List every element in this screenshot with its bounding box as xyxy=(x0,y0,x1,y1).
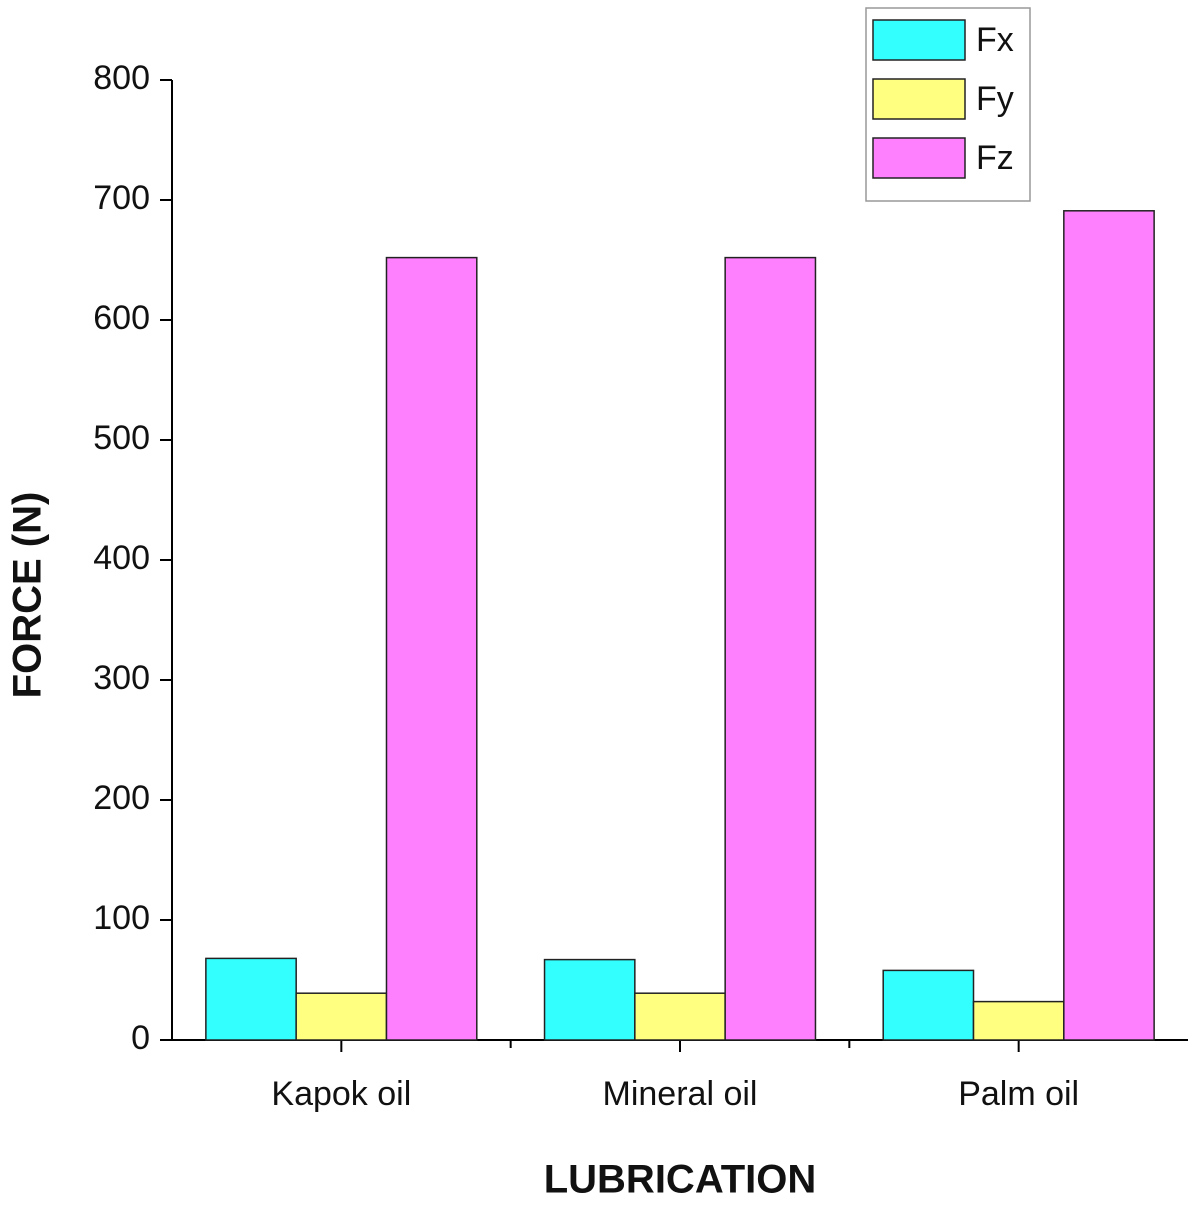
bar xyxy=(295,992,388,1041)
bar xyxy=(724,256,817,1041)
x-axis-title: LUBRICATION xyxy=(544,1158,817,1202)
y-tick-label: 100 xyxy=(93,899,150,937)
bar xyxy=(1063,210,1155,1041)
legend-swatch xyxy=(872,78,966,120)
bar xyxy=(882,969,975,1041)
bar xyxy=(385,256,478,1041)
x-tick-label: Mineral oil xyxy=(603,1075,758,1113)
x-tick-label: Kapok oil xyxy=(271,1075,411,1113)
x-tick-label: Palm oil xyxy=(958,1075,1079,1113)
bar xyxy=(972,1000,1065,1041)
y-tick-label: 500 xyxy=(93,419,150,457)
bar xyxy=(205,957,297,1041)
legend-label: Fz xyxy=(976,139,1014,177)
y-tick-label: 0 xyxy=(131,1019,150,1057)
legend-label: Fy xyxy=(976,80,1014,118)
y-tick-label: 400 xyxy=(93,539,150,577)
legend-swatch xyxy=(872,19,966,61)
y-tick-label: 300 xyxy=(93,659,150,697)
y-tick-label: 800 xyxy=(93,59,150,97)
y-axis-title: FORCE (N) xyxy=(6,492,50,699)
bar xyxy=(543,958,636,1041)
legend-swatch xyxy=(872,137,966,179)
bar xyxy=(634,992,726,1041)
y-tick-label: 200 xyxy=(93,779,150,817)
y-tick-label: 700 xyxy=(93,179,150,217)
legend-label: Fx xyxy=(976,21,1014,59)
y-tick-label: 600 xyxy=(93,299,150,337)
